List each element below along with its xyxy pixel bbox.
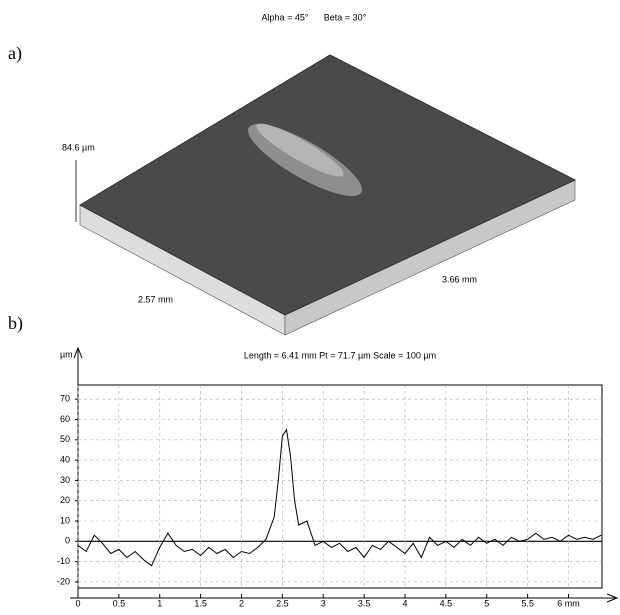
plot-frame: [77, 384, 603, 589]
x-label: 2.57 mm: [138, 294, 173, 304]
profile-line: [77, 428, 602, 567]
y-tick-label: -20: [57, 576, 70, 586]
y-label: 3.66 mm: [442, 274, 477, 284]
x-tick-label: 6 mm: [557, 598, 580, 608]
y-tick-label: -10: [57, 556, 70, 566]
y-tick-label: 20: [60, 495, 70, 505]
x-tick-label: 3.5: [358, 598, 371, 608]
x-tick-label: 4: [402, 598, 407, 608]
alpha: Alpha = 45°: [262, 12, 309, 22]
x-tick-label: 3: [321, 598, 326, 608]
beta: Beta = 30°: [324, 12, 367, 22]
x-tick-label: 4.5: [440, 598, 453, 608]
surface: [75, 54, 577, 336]
y-tick-label: 70: [60, 394, 70, 404]
x-tick-label: 0.5: [113, 598, 126, 608]
x-tick-label: 1.5: [194, 598, 207, 608]
z-label: 84.6 µm: [62, 142, 95, 152]
chart-title: Length = 6.41 mm Pt = 71.7 µm Scale = 10…: [244, 350, 436, 360]
y-tick-label: 0: [65, 536, 70, 546]
y-tick-label: 10: [60, 515, 70, 525]
x-tick-label: 5.5: [521, 598, 534, 608]
x-tick-label: 5: [484, 598, 489, 608]
y-axis-label: µm: [60, 349, 73, 359]
panel-label: a): [8, 43, 22, 64]
x-tick-label: 2.5: [276, 598, 289, 608]
y-tick-label: 50: [60, 434, 70, 444]
x-tick-label: 2: [239, 598, 244, 608]
x-tick-label: 0: [75, 598, 80, 608]
y-tick-label: 30: [60, 475, 70, 485]
panel-label: b): [8, 313, 23, 334]
y-tick-label: 40: [60, 454, 70, 464]
axes: [70, 346, 619, 603]
y-tick-label: 60: [60, 414, 70, 424]
x-tick-label: 1: [157, 598, 162, 608]
